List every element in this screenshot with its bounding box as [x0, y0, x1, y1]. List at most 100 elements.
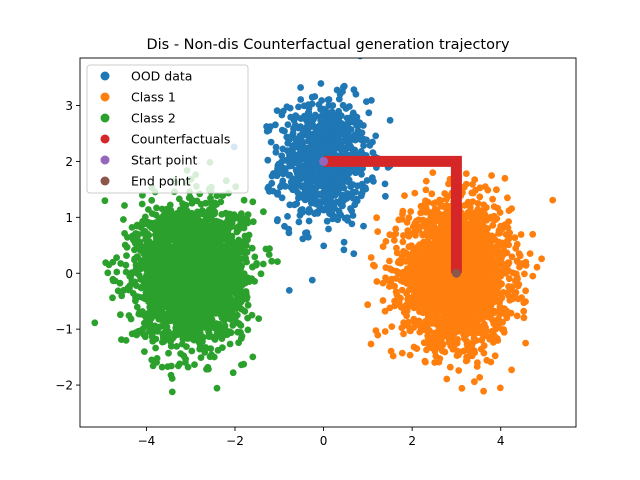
scatter-point: [467, 325, 475, 333]
scatter-point: [278, 194, 286, 202]
scatter-point: [342, 121, 350, 128]
scatter-point: [476, 184, 484, 192]
scatter-point: [426, 261, 434, 269]
scatter-point: [91, 319, 99, 327]
scatter-point: [410, 324, 418, 331]
scatter-point: [449, 298, 457, 306]
scatter-point: [403, 290, 410, 297]
scatter-point: [473, 337, 480, 344]
scatter-point: [272, 148, 280, 156]
scatter-point: [446, 308, 453, 316]
scatter-point: [331, 168, 339, 175]
scatter-point: [405, 267, 413, 274]
scatter-point: [497, 224, 505, 232]
scatter-point: [125, 312, 133, 319]
scatter-point: [474, 252, 481, 260]
scatter-point: [448, 337, 455, 345]
scatter-point: [358, 170, 365, 178]
scatter-point: [117, 260, 125, 267]
scatter-point: [422, 255, 430, 262]
scatter-point: [470, 347, 478, 354]
scatter-point: [352, 90, 360, 98]
scatter-point: [308, 136, 315, 144]
scatter-point: [317, 134, 324, 142]
scatter-point: [500, 242, 507, 250]
scatter-point: [471, 319, 478, 327]
scatter-point: [418, 326, 425, 334]
scatter-point: [292, 166, 300, 174]
scatter-point: [392, 230, 400, 238]
scatter-point: [295, 218, 303, 226]
scatter-point: [305, 217, 313, 225]
scatter-point: [318, 97, 326, 104]
scatter-point: [512, 289, 520, 296]
scatter-point: [475, 299, 482, 307]
scatter-point: [431, 279, 439, 287]
scatter-point: [213, 192, 221, 200]
scatter-point: [129, 290, 137, 297]
scatter-point: [331, 213, 339, 221]
scatter-point: [267, 138, 275, 146]
scatter-point: [438, 278, 446, 286]
scatter-point: [308, 276, 316, 284]
scatter-point: [141, 348, 148, 355]
scatter-point: [440, 271, 448, 279]
scatter-point: [386, 116, 394, 124]
scatter-point: [323, 217, 331, 225]
scatter-point: [462, 212, 470, 220]
scatter-point: [427, 216, 434, 224]
scatter-point: [434, 262, 442, 270]
scatter-point: [476, 193, 484, 201]
scatter-point: [146, 324, 154, 332]
scatter-point: [298, 207, 306, 215]
scatter-point: [503, 267, 510, 275]
scatter-point: [285, 171, 293, 179]
scatter-point: [498, 260, 505, 268]
scatter-point: [350, 250, 358, 258]
scatter-point: [294, 189, 302, 197]
scatter-point: [382, 264, 390, 271]
scatter-point: [308, 199, 315, 207]
scatter-point: [415, 216, 423, 224]
scatter-point: [314, 190, 322, 198]
scatter-point: [461, 243, 469, 251]
scatter-point: [379, 297, 387, 304]
scatter-point: [373, 278, 381, 285]
scatter-point: [516, 263, 523, 271]
scatter-point: [483, 356, 491, 364]
scatter-point: [400, 330, 407, 338]
scatter-point: [484, 186, 492, 194]
scatter-point: [444, 230, 451, 238]
scatter-point: [502, 231, 510, 238]
scatter-point: [188, 347, 196, 355]
scatter-point: [428, 334, 436, 342]
scatter-point: [507, 309, 515, 317]
scatter-point: [321, 177, 328, 185]
scatter-point: [404, 318, 412, 326]
scatter-point: [493, 186, 500, 194]
scatter-point: [358, 137, 366, 144]
scatter-point: [328, 108, 336, 116]
scatter-point: [438, 315, 446, 323]
scatter-point: [118, 292, 126, 300]
scatter-point: [229, 369, 237, 377]
scatter-point: [417, 209, 424, 217]
scatter-point: [314, 177, 321, 185]
scatter-point: [475, 289, 483, 297]
scatter-point: [513, 273, 521, 281]
scatter-point: [313, 209, 320, 216]
scatter-point: [305, 185, 313, 193]
scatter-point: [405, 232, 413, 240]
scatter-point: [124, 284, 132, 292]
scatter-point: [429, 169, 437, 177]
scatter-point: [343, 214, 351, 222]
scatter-point: [272, 143, 280, 151]
scatter-point: [482, 299, 489, 307]
scatter-point: [211, 336, 219, 343]
scatter-point: [293, 151, 301, 159]
scatter-point: [311, 158, 318, 166]
scatter-point: [288, 155, 295, 162]
scatter-point: [395, 216, 403, 224]
scatter-point: [381, 180, 389, 188]
scatter-point: [471, 271, 478, 279]
